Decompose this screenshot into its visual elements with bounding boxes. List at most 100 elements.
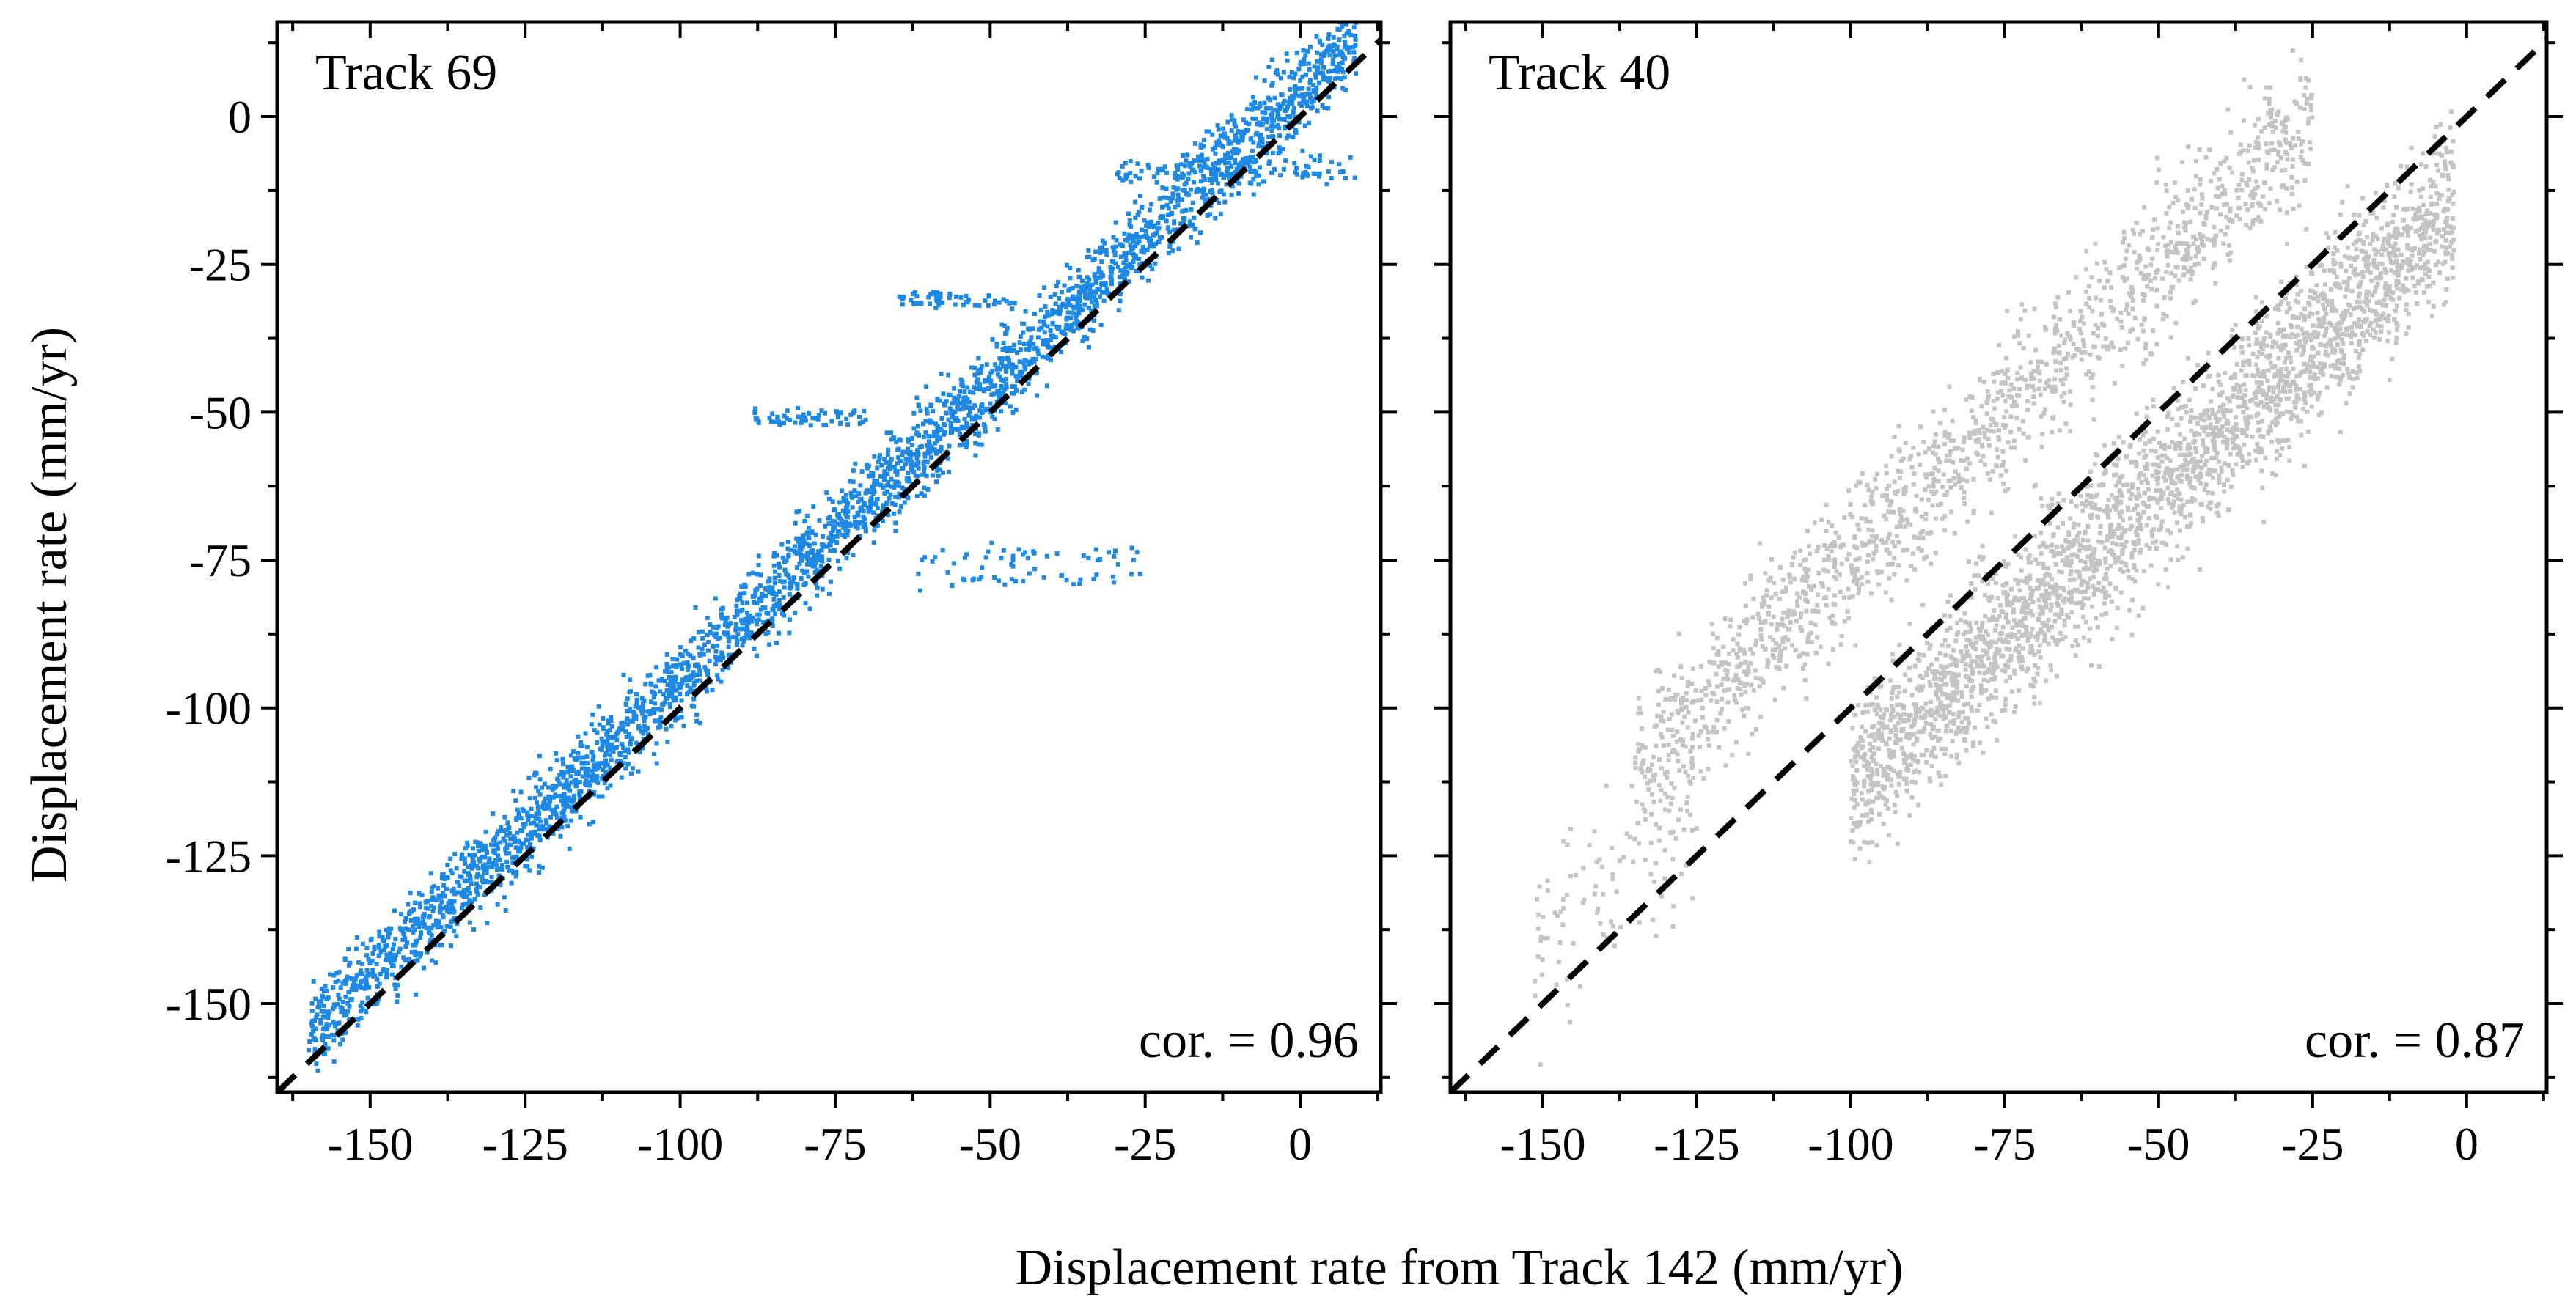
data-point — [903, 457, 909, 462]
data-point — [997, 374, 1002, 379]
data-point — [1120, 177, 1126, 183]
data-point — [658, 715, 664, 720]
data-point — [802, 519, 807, 523]
data-point — [2069, 499, 2074, 504]
data-point — [543, 806, 548, 811]
data-point — [2171, 386, 2176, 391]
data-point — [754, 618, 759, 623]
data-point — [1902, 760, 1907, 765]
data-point — [946, 417, 951, 422]
data-point — [346, 990, 351, 995]
data-point — [2006, 639, 2011, 644]
data-point — [691, 670, 696, 675]
data-point — [909, 460, 914, 465]
data-point — [1301, 98, 1306, 103]
data-point — [2394, 205, 2399, 210]
data-point — [911, 410, 917, 416]
data-point — [1068, 323, 1074, 328]
data-point — [1326, 106, 1331, 111]
data-point — [476, 844, 480, 848]
data-point — [923, 430, 928, 435]
data-point — [1005, 355, 1010, 360]
data-point — [1855, 752, 1860, 757]
data-point — [1979, 659, 1984, 664]
data-point — [900, 452, 905, 457]
data-point — [381, 967, 386, 972]
data-point — [958, 377, 964, 382]
data-point — [1124, 262, 1129, 268]
data-point — [357, 972, 362, 976]
data-point — [2275, 321, 2280, 325]
data-point — [1225, 172, 1230, 177]
data-point — [1104, 248, 1109, 253]
data-point — [1959, 729, 1964, 734]
data-point — [787, 630, 792, 636]
data-point — [1924, 748, 1929, 753]
data-point — [592, 762, 597, 767]
data-point — [516, 811, 521, 816]
data-point — [1876, 721, 1882, 726]
data-point — [452, 891, 458, 896]
data-point — [953, 410, 958, 414]
data-point — [1009, 577, 1014, 582]
data-point — [465, 844, 470, 848]
data-point — [1044, 383, 1049, 389]
data-point — [2031, 676, 2036, 681]
data-point — [2019, 622, 2025, 627]
data-point — [2102, 592, 2107, 597]
data-point — [2435, 227, 2440, 232]
data-point — [1156, 226, 1162, 231]
data-point — [532, 795, 537, 800]
data-point — [845, 502, 850, 507]
data-point — [2171, 499, 2176, 504]
data-point — [2425, 259, 2430, 265]
data-point — [853, 521, 858, 526]
data-point — [1285, 106, 1290, 111]
data-point — [363, 1009, 368, 1014]
data-point — [2371, 335, 2377, 340]
data-point — [2210, 386, 2215, 391]
data-point — [711, 625, 716, 630]
data-point — [797, 509, 802, 514]
data-point — [1118, 268, 1123, 273]
data-point — [2338, 212, 2343, 217]
data-point — [829, 532, 834, 537]
data-point — [480, 865, 485, 869]
data-point — [1076, 268, 1081, 273]
data-point — [513, 845, 518, 850]
data-point — [585, 761, 590, 766]
data-point — [1277, 126, 1282, 131]
data-point — [1059, 290, 1064, 295]
data-point — [1209, 172, 1214, 177]
data-point — [2099, 540, 2105, 545]
data-point — [1088, 292, 1093, 298]
data-point — [2005, 603, 2009, 608]
data-point — [801, 544, 805, 549]
data-point — [1107, 291, 1111, 296]
data-point — [639, 705, 645, 710]
data-point — [964, 293, 969, 298]
data-point — [491, 842, 496, 847]
data-point — [939, 446, 944, 452]
data-point — [310, 1023, 315, 1028]
data-point — [623, 766, 628, 771]
data-point — [1921, 652, 1926, 658]
data-point — [803, 581, 808, 586]
data-point — [535, 800, 539, 806]
data-point — [2294, 414, 2300, 419]
data-point — [921, 435, 926, 440]
data-point — [853, 461, 858, 466]
data-point — [1077, 298, 1082, 303]
data-point — [1265, 117, 1270, 122]
data-point — [1876, 780, 1880, 785]
data-point — [837, 500, 842, 505]
data-point — [741, 638, 746, 644]
data-point — [843, 505, 848, 510]
data-point — [892, 502, 898, 507]
data-point — [738, 591, 743, 596]
data-point — [1076, 325, 1081, 331]
data-point — [1335, 69, 1340, 74]
data-point — [1074, 284, 1079, 289]
data-point — [2212, 435, 2217, 441]
data-point — [1938, 671, 1943, 676]
